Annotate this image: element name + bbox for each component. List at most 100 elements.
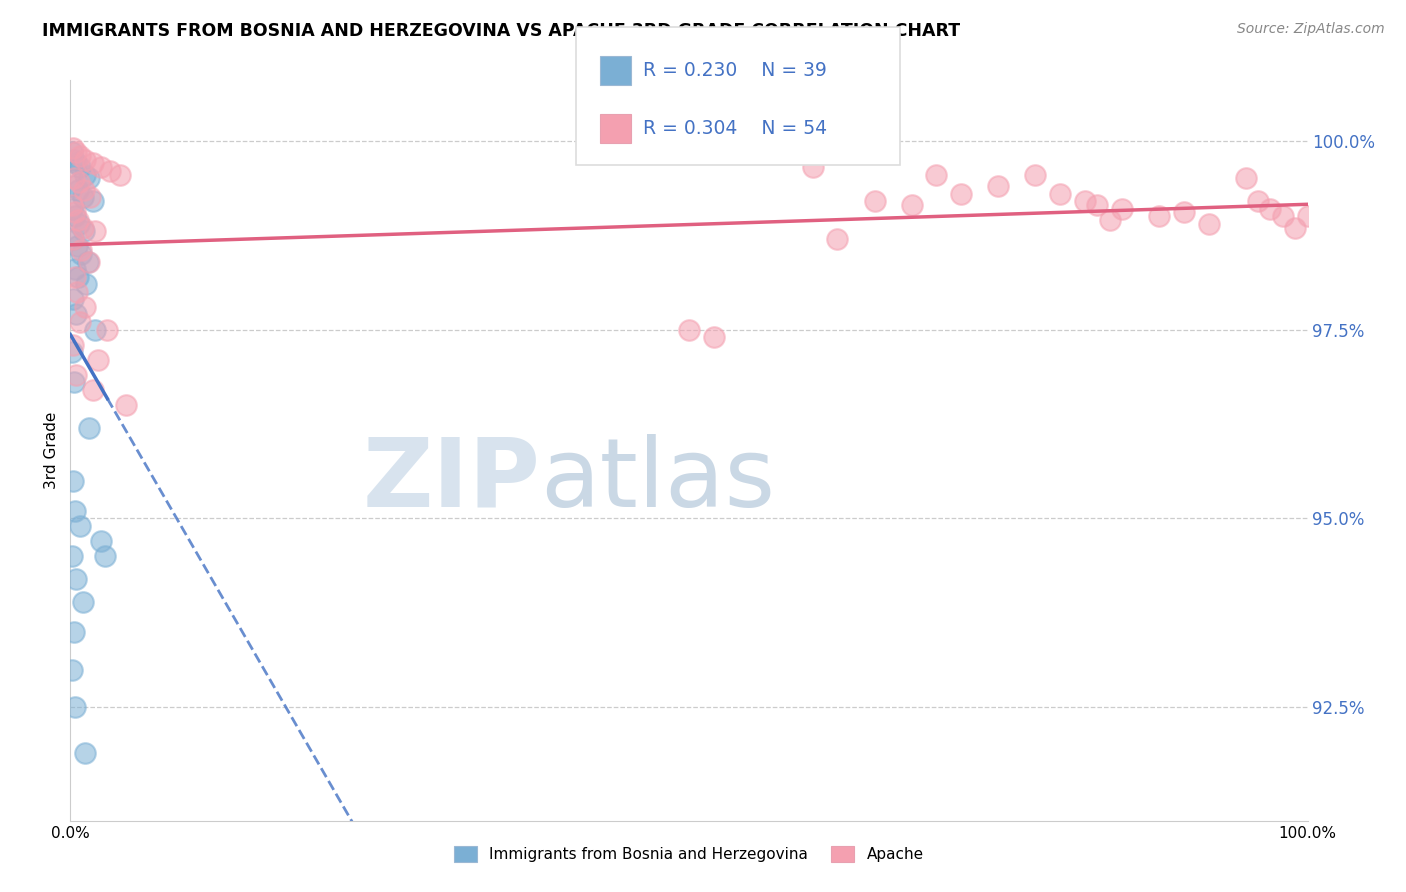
Point xyxy=(65,209,87,223)
Point xyxy=(62,337,84,351)
Point xyxy=(678,322,700,336)
Text: ZIP: ZIP xyxy=(363,434,540,526)
Point xyxy=(1049,186,1071,201)
Point xyxy=(950,186,973,201)
Point xyxy=(801,160,824,174)
Point xyxy=(65,368,87,382)
Point xyxy=(62,141,84,155)
Point xyxy=(65,700,87,714)
Point xyxy=(65,145,87,159)
Point xyxy=(63,269,86,284)
Point xyxy=(65,572,87,586)
Point xyxy=(1111,202,1133,216)
Point xyxy=(1147,209,1170,223)
Text: R = 0.304    N = 54: R = 0.304 N = 54 xyxy=(643,119,827,138)
Point xyxy=(1074,194,1097,209)
Point xyxy=(65,308,87,322)
Point xyxy=(1173,205,1195,219)
Point xyxy=(827,232,849,246)
Point xyxy=(62,474,84,488)
Point xyxy=(84,224,107,238)
Point xyxy=(65,156,87,170)
Point xyxy=(60,145,83,159)
Point xyxy=(63,153,86,167)
Point xyxy=(63,171,86,186)
Point xyxy=(69,519,91,533)
Point xyxy=(63,376,86,390)
Point xyxy=(1296,209,1319,223)
Point xyxy=(98,164,121,178)
Point xyxy=(90,160,112,174)
Point xyxy=(69,315,91,329)
Point xyxy=(60,202,83,216)
Point xyxy=(62,232,84,246)
Point xyxy=(63,262,86,277)
Text: Source: ZipAtlas.com: Source: ZipAtlas.com xyxy=(1237,22,1385,37)
Point xyxy=(79,190,101,204)
Point xyxy=(77,254,100,268)
Point xyxy=(76,254,98,268)
Point xyxy=(86,352,108,367)
Point xyxy=(987,179,1010,194)
Point xyxy=(66,285,89,299)
Point xyxy=(60,198,83,212)
Y-axis label: 3rd Grade: 3rd Grade xyxy=(44,412,59,489)
Point xyxy=(70,247,93,261)
Text: IMMIGRANTS FROM BOSNIA AND HERZEGOVINA VS APACHE 3RD GRADE CORRELATION CHART: IMMIGRANTS FROM BOSNIA AND HERZEGOVINA V… xyxy=(42,22,960,40)
Point xyxy=(77,421,100,435)
Point xyxy=(73,183,96,197)
Point xyxy=(115,398,138,412)
Point xyxy=(925,168,948,182)
Point xyxy=(60,663,83,677)
Point xyxy=(94,549,117,564)
Point xyxy=(63,624,86,639)
Point xyxy=(66,239,89,253)
Point xyxy=(65,504,87,518)
Point xyxy=(75,168,97,182)
Point xyxy=(67,217,90,231)
Text: R = 0.230    N = 39: R = 0.230 N = 39 xyxy=(643,61,827,80)
Point xyxy=(72,190,94,204)
Point xyxy=(1284,220,1306,235)
Text: atlas: atlas xyxy=(540,434,776,526)
Point xyxy=(96,322,118,336)
Point xyxy=(82,156,104,170)
Point xyxy=(82,383,104,397)
Point xyxy=(90,534,112,549)
Point xyxy=(77,171,100,186)
Point xyxy=(70,244,93,258)
Point xyxy=(66,183,89,197)
Point xyxy=(1085,198,1108,212)
Point xyxy=(1198,217,1220,231)
Point xyxy=(60,345,83,359)
Point xyxy=(62,179,84,194)
Point xyxy=(67,175,90,189)
Point xyxy=(75,300,97,314)
Point xyxy=(69,160,91,174)
Point xyxy=(1024,168,1046,182)
Point xyxy=(75,277,97,292)
Point xyxy=(1234,171,1257,186)
Point xyxy=(82,194,104,209)
Point xyxy=(66,213,89,227)
Point xyxy=(62,232,84,246)
Point xyxy=(72,220,94,235)
Point xyxy=(72,594,94,608)
Point xyxy=(73,224,96,238)
Point xyxy=(60,549,83,564)
Point xyxy=(863,194,886,209)
Point xyxy=(75,746,97,760)
Point xyxy=(69,149,91,163)
Point xyxy=(65,205,87,219)
Point xyxy=(75,153,97,167)
Point xyxy=(703,330,725,344)
Point xyxy=(1271,209,1294,223)
Legend: Immigrants from Bosnia and Herzegovina, Apache: Immigrants from Bosnia and Herzegovina, … xyxy=(449,840,929,869)
Point xyxy=(1247,194,1270,209)
Point xyxy=(1260,202,1282,216)
Point xyxy=(108,168,131,182)
Point xyxy=(84,322,107,336)
Point xyxy=(900,198,922,212)
Point xyxy=(1098,213,1121,227)
Point xyxy=(62,293,84,307)
